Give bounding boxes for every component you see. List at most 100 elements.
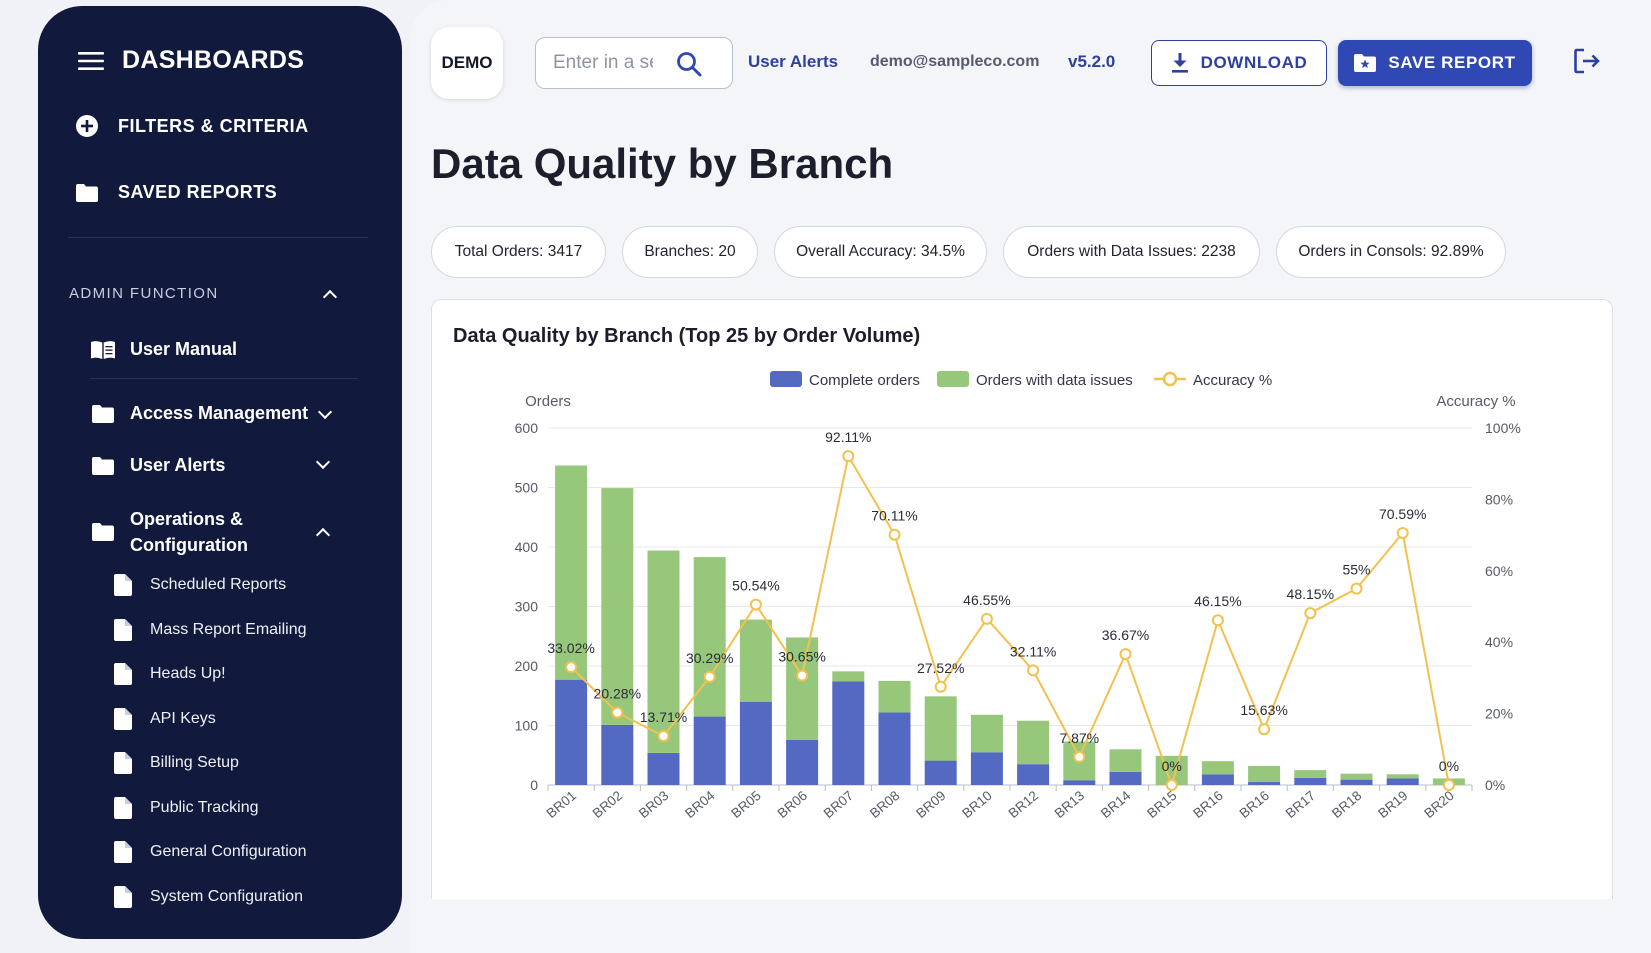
user-alerts-link[interactable]: User Alerts: [748, 52, 839, 71]
accuracy-point: [749, 598, 762, 611]
x-tick-label: BR18: [1329, 788, 1365, 821]
section-admin-function[interactable]: ADMIN FUNCTION: [69, 285, 339, 304]
bar-complete: [1063, 780, 1096, 785]
accuracy-data-label: 50.54%: [732, 578, 779, 594]
sidebar-subitem[interactable]: Scheduled Reports: [114, 574, 286, 596]
accuracy-data-label: 20.28%: [594, 686, 641, 702]
accuracy-point: [1165, 779, 1178, 791]
stat-overall-accuracy: Overall Accuracy: 34.5%: [774, 226, 987, 278]
document-icon: [114, 752, 132, 774]
save-report-button[interactable]: SAVE REPORT: [1338, 40, 1532, 86]
accuracy-point: [888, 528, 901, 541]
sidebar-item-user-alerts[interactable]: User Alerts: [92, 454, 334, 476]
accuracy-data-label: 27.52%: [917, 660, 964, 676]
sidebar-item-filters[interactable]: FILTERS & CRITERIA: [76, 115, 309, 137]
download-button[interactable]: DOWNLOAD: [1151, 40, 1327, 86]
sidebar-subitem[interactable]: Mass Report Emailing: [114, 618, 307, 641]
bar-issues: [1294, 770, 1327, 778]
accuracy-data-label: 33.02%: [547, 640, 594, 656]
bar-complete: [832, 681, 865, 785]
x-tick-label: BR05: [728, 788, 764, 821]
sidebar-item-access-management[interactable]: Access Management: [92, 403, 334, 424]
bar-complete: [1294, 777, 1327, 785]
accuracy-data-label: 13.71%: [640, 709, 687, 725]
x-tick-label: BR10: [959, 788, 995, 821]
chart-title: Data Quality by Branch (Top 25 by Order …: [453, 325, 921, 347]
accuracy-data-label: 30.65%: [778, 649, 825, 665]
section-label: ADMIN FUNCTION: [69, 285, 219, 302]
accuracy-data-label: 30.29%: [686, 650, 733, 666]
bar-complete: [1201, 774, 1234, 785]
sidebar-subitem[interactable]: System Configuration: [114, 885, 303, 908]
stat-branches: Branches: 20: [622, 226, 758, 278]
accuracy-point: [980, 612, 993, 625]
y-axis-title: Orders: [525, 393, 571, 410]
x-tick-label: BR06: [775, 788, 811, 821]
sidebar-item-label: Operations & Configuration: [130, 506, 248, 558]
sidebar-subitem[interactable]: Billing Setup: [114, 752, 239, 774]
x-tick-label: BR16: [1237, 788, 1273, 821]
bar-issues: [647, 550, 680, 753]
sidebar-subitem[interactable]: Heads Up!: [114, 663, 226, 685]
y2-tick-label: 80%: [1485, 491, 1513, 507]
y-tick-label: 0: [530, 777, 538, 793]
sidebar-subitem-label: Heads Up!: [150, 665, 226, 682]
accuracy-data-label: 48.15%: [1287, 586, 1334, 602]
y-tick-label: 300: [515, 599, 539, 615]
label-line: Configuration: [130, 535, 248, 555]
sidebar-item-saved-reports[interactable]: SAVED REPORTS: [76, 182, 277, 203]
bar-issues: [1340, 773, 1373, 780]
legend-label: Accuracy %: [1193, 372, 1272, 389]
legend-swatch-point: [1162, 371, 1178, 387]
search-input[interactable]: [553, 52, 653, 74]
bar-issues: [739, 619, 772, 702]
accuracy-point: [1304, 607, 1317, 620]
demo-badge: DEMO: [431, 27, 503, 99]
sidebar-item-label: SAVED REPORTS: [118, 182, 278, 202]
folder-icon: [92, 404, 114, 423]
accuracy-data-label: 92.11%: [825, 429, 871, 445]
user-email: demo@sampleco.com: [870, 53, 1040, 70]
search-box[interactable]: [535, 37, 733, 89]
download-icon: [1171, 53, 1189, 73]
bar-issues: [786, 637, 819, 740]
y2-tick-label: 100%: [1485, 420, 1521, 436]
page-title: Data Quality by Branch: [431, 140, 894, 187]
folder-icon: [76, 183, 98, 202]
y-tick-label: 200: [515, 658, 539, 674]
bar-complete: [1109, 771, 1142, 785]
accuracy-data-label: 32.11%: [1010, 643, 1056, 659]
x-tick-label: BR12: [1006, 788, 1042, 821]
sidebar-subitem-label: Public Tracking: [150, 798, 259, 816]
y-tick-label: 100: [515, 718, 539, 734]
x-tick-label: BR20: [1421, 788, 1457, 821]
y2-tick-label: 20%: [1485, 706, 1513, 722]
sidebar-item-user-manual[interactable]: User Manual: [90, 339, 237, 360]
sidebar-subitem[interactable]: General Configuration: [114, 841, 307, 863]
legend-label: Orders with data issues: [976, 372, 1133, 389]
logout-icon[interactable]: [1573, 47, 1601, 80]
accuracy-point: [1027, 664, 1040, 677]
sidebar-subitem-label: System Configuration: [150, 887, 303, 905]
accuracy-data-label: 0%: [1439, 758, 1459, 774]
sidebar-subitem[interactable]: Public Tracking: [114, 796, 259, 819]
search-icon[interactable]: [676, 51, 702, 82]
accuracy-data-label: 15.63%: [1240, 702, 1287, 718]
accuracy-point: [1442, 779, 1455, 791]
sidebar-subitem-label: Mass Report Emailing: [150, 620, 307, 638]
document-icon: [114, 707, 132, 730]
bar-complete: [1340, 779, 1373, 785]
document-icon: [114, 885, 132, 908]
bar-complete: [647, 752, 680, 785]
sidebar-subitem[interactable]: API Keys: [114, 707, 216, 730]
y2-tick-label: 40%: [1485, 634, 1513, 650]
sidebar-item-operations-configuration[interactable]: Operations & Configuration: [92, 506, 334, 558]
bar-issues: [555, 465, 588, 680]
menu-button[interactable]: DASHBOARDS: [78, 46, 304, 75]
y-tick-label: 400: [515, 539, 539, 555]
bar-issues: [1017, 720, 1050, 765]
accuracy-data-label: 70.11%: [871, 508, 917, 524]
sidebar-item-label: User Manual: [130, 339, 238, 359]
x-tick-label: BR17: [1283, 788, 1319, 821]
x-tick-label: BR09: [913, 788, 949, 821]
